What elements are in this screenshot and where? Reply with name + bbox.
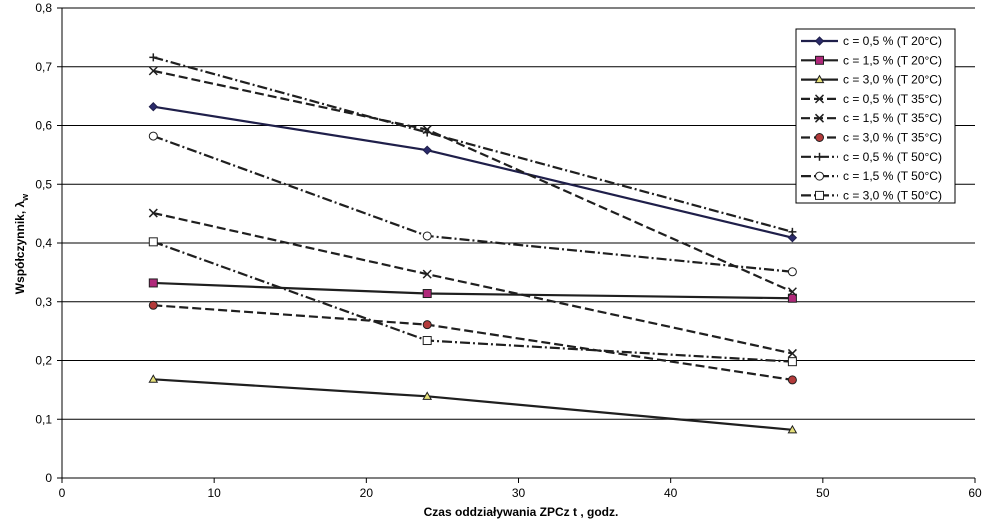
legend-item: c = 1,5 % (T 50°C)	[801, 169, 942, 183]
series-lines	[152, 56, 793, 431]
marker-triangle-legend	[814, 74, 825, 84]
marker-square-legend	[815, 190, 824, 200]
marker-square-point	[422, 336, 432, 346]
series-line-7	[153, 56, 793, 233]
marker-x-stroke	[814, 94, 825, 104]
marker-square-point	[422, 289, 432, 299]
marker-x-stroke	[787, 287, 797, 297]
marker-triangle-point	[422, 391, 433, 400]
series-line-2	[153, 281, 793, 300]
marker-plus-point	[423, 128, 432, 137]
y-tick-label: 0,7	[35, 60, 52, 74]
series-line-8	[152, 135, 793, 273]
marker-circle-point	[148, 131, 158, 141]
marker-circle-point	[148, 300, 158, 310]
y-tick-label: 0,8	[35, 1, 52, 15]
marker-x-legend	[814, 94, 825, 104]
x-tick-label: 60	[968, 486, 982, 500]
marker-x-point	[148, 66, 158, 76]
marker-square-point	[787, 357, 797, 367]
marker-square-point	[148, 237, 158, 247]
legend-item: c = 0,5 % (T 50°C)	[801, 150, 942, 164]
marker-diamond-legend	[814, 36, 825, 46]
y-axis-title: Współczynnik, λw	[13, 193, 30, 294]
y-axis-ticks: 0 0,1 0,2 0,3 0,4 0,5 0,6 0,7 0,8	[35, 1, 62, 485]
marker-triangle-point	[148, 374, 159, 383]
marker-plus-point	[788, 227, 797, 236]
legend-items: c = 0,5 % (T 20°C) c = 1,5 % (T 20°C) c = …	[801, 34, 942, 202]
legend-label: c = 1,5 % (T 20°C)	[843, 53, 942, 67]
legend-item: c = 3,0 % (T 50°C)	[801, 188, 942, 202]
y-tick-label: 0,6	[35, 119, 52, 133]
marker-circle-point	[787, 267, 797, 277]
series-line-3	[153, 378, 793, 431]
legend: c = 0,5 % (T 20°C) c = 1,5 % (T 20°C) c = …	[795, 28, 956, 204]
x-axis-title: Czas oddziaływania ZPCz t , godz.	[424, 505, 619, 519]
y-tick-label: 0,3	[35, 295, 52, 309]
legend-item: c = 3,0 % (T 35°C)	[801, 131, 942, 145]
legend-label: c = 3,0 % (T 35°C)	[843, 131, 942, 145]
marker-square-point	[148, 278, 158, 288]
marker-x-stroke	[148, 208, 158, 218]
marker-square-point	[787, 293, 797, 303]
marker-x-stroke	[814, 113, 825, 123]
series-line-1	[153, 105, 793, 239]
x-tick-label: 30	[512, 486, 526, 500]
series-line-4	[153, 69, 793, 293]
y-axis-title-subscript: w	[20, 193, 30, 202]
legend-item: c = 3,0 % (T 20°C)	[801, 73, 942, 87]
marker-circle-point	[422, 320, 432, 330]
marker-circle-point	[422, 231, 432, 241]
marker-plus-point	[149, 53, 158, 62]
x-tick-label: 0	[59, 486, 66, 500]
marker-circle-point	[787, 375, 797, 385]
legend-label: c = 0,5 % (T 50°C)	[843, 150, 942, 164]
marker-x-legend	[814, 113, 825, 123]
legend-label: c = 0,5 % (T 35°C)	[843, 92, 942, 106]
marker-diamond-point	[148, 101, 159, 112]
legend-label: c = 0,5 % (T 20°C)	[843, 34, 942, 48]
marker-diamond-point	[422, 145, 432, 155]
series-line-6	[153, 304, 793, 381]
legend-label: c = 3,0 % (T 20°C)	[843, 73, 942, 87]
x-tick-label: 20	[360, 486, 374, 500]
x-tick-label: 40	[664, 486, 678, 500]
y-tick-label: 0,2	[35, 354, 52, 368]
marker-square-legend	[815, 55, 824, 65]
marker-diamond-point	[787, 233, 798, 243]
legend-item: c = 1,5 % (T 20°C)	[801, 53, 942, 67]
legend-item: c = 1,5 % (T 35°C)	[801, 111, 942, 125]
y-tick-label: 0,5	[35, 177, 52, 191]
gridlines	[62, 7, 975, 420]
marker-x-point	[148, 208, 158, 218]
x-axis-ticks: 0 10 20 30 40 50 60	[59, 478, 982, 500]
marker-x-stroke	[787, 348, 797, 358]
marker-triangle-point	[787, 424, 798, 434]
x-tick-label: 10	[207, 486, 221, 500]
legend-label: c = 1,5 % (T 50°C)	[843, 169, 942, 183]
marker-circle-legend	[815, 133, 824, 142]
legend-item: c = 0,5 % (T 20°C)	[801, 34, 942, 48]
marker-x-point	[422, 269, 432, 279]
marker-x-point	[787, 287, 797, 297]
series-markers	[148, 53, 798, 434]
y-tick-label: 0	[45, 471, 52, 485]
legend-label: c = 1,5 % (T 35°C)	[843, 111, 942, 125]
marker-plus-legend	[815, 152, 824, 161]
x-tick-label: 50	[816, 486, 830, 500]
y-axis-title-main: Współczynnik, λ	[13, 201, 27, 295]
legend-label: c = 3,0 % (T 50°C)	[843, 188, 942, 202]
marker-circle-legend	[815, 171, 824, 181]
marker-x-point	[787, 348, 797, 358]
legend-item: c = 0,5 % (T 35°C)	[801, 92, 942, 106]
marker-x-stroke	[148, 66, 158, 76]
y-tick-label: 0,4	[35, 236, 52, 250]
y-tick-label: 0,1	[35, 412, 52, 426]
marker-x-stroke	[422, 269, 432, 279]
